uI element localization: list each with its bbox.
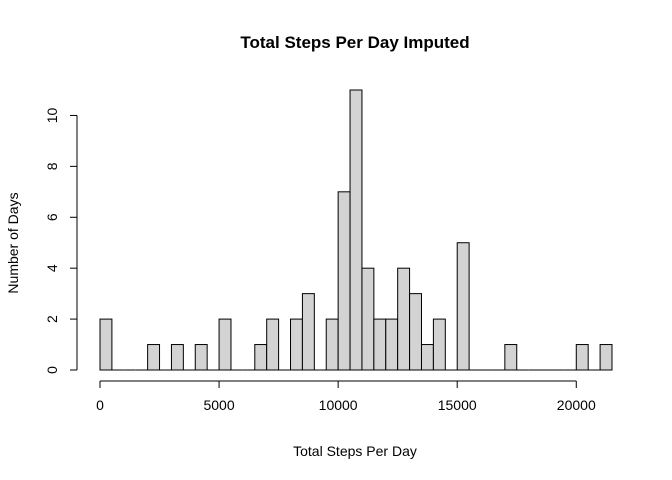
y-tick-label: 8 [44, 162, 60, 170]
histogram-bar [337, 191, 351, 371]
histogram-bar [385, 318, 399, 371]
x-tick-label: 20000 [557, 397, 596, 413]
histogram-bar [599, 344, 613, 371]
histogram-bar [147, 344, 161, 371]
y-axis-label: Number of Days [5, 192, 21, 293]
histogram-bar [349, 89, 363, 371]
x-tick-label: 5000 [203, 397, 234, 413]
histogram-bar [432, 318, 446, 371]
y-tick-label: 10 [44, 107, 60, 123]
x-tick-label: 15000 [438, 397, 477, 413]
y-tick-label: 0 [44, 366, 60, 374]
histogram-bar [456, 242, 470, 371]
histogram-bar [361, 267, 375, 371]
histogram-bar [266, 318, 280, 371]
bars-group [99, 89, 613, 371]
x-tick-label: 0 [96, 397, 104, 413]
histogram-bar [397, 267, 411, 371]
histogram-bar [420, 344, 434, 371]
x-axis-label: Total Steps Per Day [293, 443, 417, 459]
histogram-bar [301, 293, 315, 371]
histogram-bar [254, 344, 268, 371]
y-tick-label: 4 [44, 264, 60, 272]
histogram-bar [409, 293, 422, 371]
histogram-bar [575, 344, 589, 371]
x-axis: 0 5000 10000 15000 20000 [96, 380, 596, 413]
y-tick-label: 2 [44, 315, 60, 323]
chart-title: Total Steps Per Day Imputed [240, 33, 469, 52]
x-tick-label: 10000 [319, 397, 358, 413]
histogram-bar [170, 344, 184, 371]
histogram-bar [194, 344, 208, 371]
y-tick-label: 6 [44, 213, 60, 221]
histogram-bar [218, 318, 232, 371]
histogram-bar [325, 318, 339, 371]
histogram-bar [290, 318, 303, 371]
histogram-bar [504, 344, 518, 371]
y-axis: 0 2 4 6 8 10 [44, 107, 78, 374]
histogram-bar [373, 318, 387, 371]
histogram-bar [99, 318, 113, 371]
